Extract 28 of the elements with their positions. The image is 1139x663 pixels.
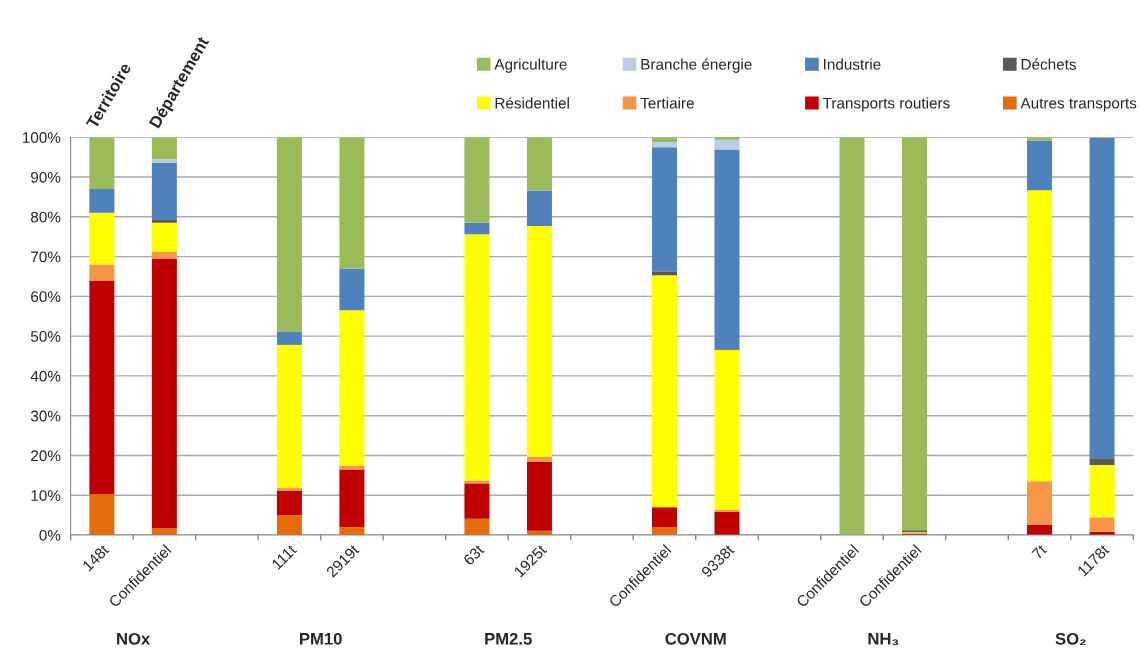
y-tick-label: 10% — [31, 490, 61, 501]
y-tick-label: 80% — [30, 211, 61, 223]
y-tick-label: 0% — [39, 529, 61, 541]
y-tick-label: 40% — [30, 370, 61, 382]
text: NOx — [117, 632, 151, 645]
x-tick-label: 111t — [271, 543, 298, 570]
text: NH₃ — [868, 633, 899, 646]
legend-label: Branche énergie — [641, 58, 752, 73]
y-tick-label: 100% — [22, 132, 61, 143]
y-tick-label: 70% — [31, 251, 61, 263]
legend-label: Autres transports — [1020, 97, 1137, 112]
legend-label: Déchets — [1021, 58, 1076, 70]
y-tick-label: 30% — [30, 410, 61, 422]
legend-label: Résidentiel — [495, 97, 569, 109]
y-tick-label: 20% — [31, 450, 61, 462]
y-tick-label: 90% — [31, 171, 61, 183]
legend-label: Transports routiers — [822, 97, 950, 112]
x-tick-label: 63t — [462, 543, 485, 566]
text: SO₂ — [1055, 632, 1086, 646]
legend-label: Agriculture — [494, 58, 567, 73]
text: PM2.5 — [485, 632, 532, 645]
y-tick-label: 50% — [30, 331, 61, 342]
text: PM10 — [300, 632, 342, 645]
x-tick-label: 7t — [1031, 543, 1048, 560]
legend-label: Industrie — [824, 58, 881, 70]
y-tick-label: 60% — [31, 291, 61, 303]
legend-label: Tertiaire — [640, 97, 694, 109]
text: COVNM — [665, 632, 726, 645]
